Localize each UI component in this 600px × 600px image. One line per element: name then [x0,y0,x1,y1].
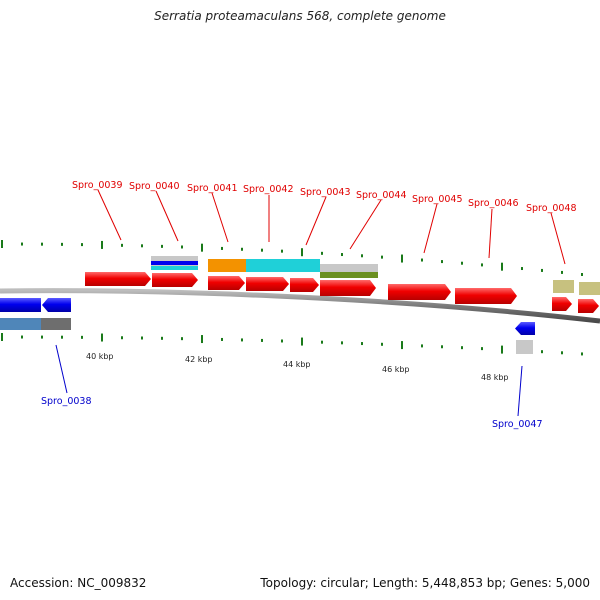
kbp-labels: 40 kbp 42 kbp 44 kbp 46 kbp 48 kbp [86,352,509,382]
feature-box-spro-0040-stripe [151,266,198,270]
genome-backbone [0,288,600,324]
gene-label-spro-0042: Spro_0042 [243,184,294,195]
topology-text: Topology: circular; Length: 5,448,853 bp… [260,576,590,590]
kbp-label-44: 44 kbp [283,360,311,369]
feature-gray-spro-0047 [516,340,533,354]
gene-label-spro-0048: Spro_0048 [526,203,577,214]
gene-arrow-spro-0038 [42,298,71,312]
overlay-features [151,256,600,295]
gene-arrow-spro-0039 [85,272,151,286]
gene-label-spro-0046: Spro_0046 [468,198,519,209]
gene-label-spro-0038: Spro_0038 [41,396,92,407]
feature-gray-top [320,264,378,272]
feature-cyan [246,259,320,272]
gene-label-spro-0041: Spro_0041 [187,183,238,194]
gene-arrow-spro-0040 [152,273,198,287]
kbp-label-48: 48 kbp [481,373,509,382]
gene-arrow-spro-0048a [552,297,572,311]
feature-olive [320,272,378,278]
kbp-label-42: 42 kbp [185,355,213,364]
kbp-label-46: 46 kbp [382,365,410,374]
bottom-gene-labels: Spro_0038 Spro_0047 [41,396,543,430]
feature-khaki-2 [579,282,600,295]
gene-label-spro-0043: Spro_0043 [300,187,351,198]
gene-arrow-spro-0047 [515,322,535,335]
feature-darkgray [41,318,71,330]
gene-arrow-reverse-left [0,298,41,312]
scale-ticks [1,240,583,356]
feature-steelblue [0,318,41,330]
reverse-features [0,298,535,354]
feature-orange [208,259,246,272]
genome-title: Serratia proteamaculans 568, complete ge… [154,9,446,23]
kbp-label-40: 40 kbp [86,352,114,361]
gene-arrow-spro-0045 [388,284,451,300]
forward-genes [85,272,599,313]
gene-label-spro-0039: Spro_0039 [72,180,123,191]
gene-label-spro-0044: Spro_0044 [356,190,407,201]
feature-khaki-1 [553,280,574,293]
gene-label-spro-0045: Spro_0045 [412,194,463,205]
gene-label-spro-0047: Spro_0047 [492,419,543,430]
gene-arrow-spro-0046 [455,288,517,304]
gene-arrow-spro-0041 [208,276,245,290]
gene-arrow-spro-0048b [578,299,599,313]
gene-label-spro-0040: Spro_0040 [129,181,180,192]
gene-arrow-spro-0044 [320,280,376,296]
top-gene-labels: Spro_0039 Spro_0040 Spro_0041 Spro_0042 … [72,180,577,214]
gene-arrow-spro-0042 [246,277,289,291]
feature-box-spro-0040-band [151,261,198,265]
gene-arrow-spro-0043 [290,278,319,292]
label-leader-lines [55,189,566,417]
accession-text: Accession: NC_009832 [10,576,147,590]
